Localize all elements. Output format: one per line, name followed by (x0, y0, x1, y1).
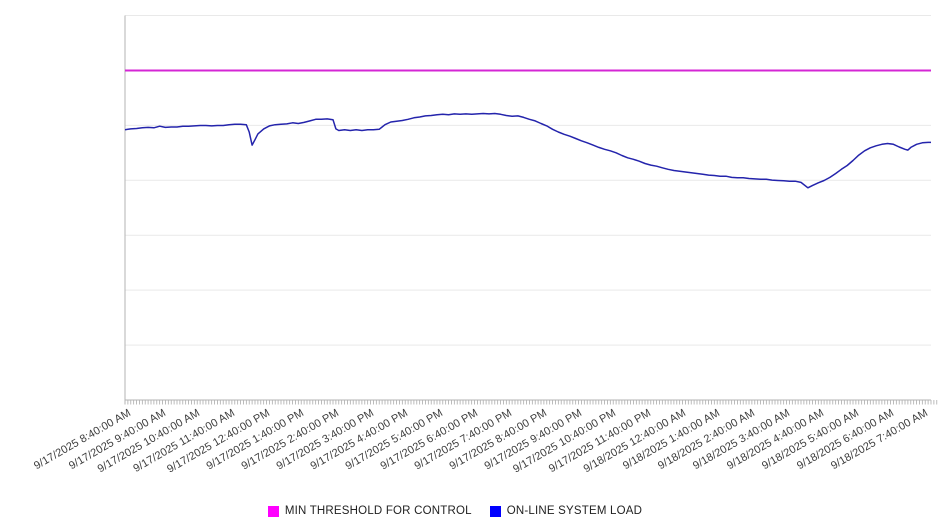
legend-label-online-system-load: ON-LINE SYSTEM LOAD (506, 505, 643, 517)
online-system-load-line (124, 112, 931, 189)
x-axis-minor-ticks (124, 400, 938, 405)
legend-item-min-threshold[interactable]: MIN THRESHOLD FOR CONTROL (267, 505, 472, 517)
online-system-load-swatch-icon (489, 505, 501, 517)
legend-item-online-system-load[interactable]: ON-LINE SYSTEM LOAD (489, 505, 643, 517)
legend-label-min-threshold: MIN THRESHOLD FOR CONTROL (284, 505, 472, 517)
min-threshold-swatch-icon (267, 505, 279, 517)
chart-legend: MIN THRESHOLD FOR CONTROL ON-LINE SYSTEM… (0, 505, 910, 517)
chart-canvas (124, 15, 938, 405)
